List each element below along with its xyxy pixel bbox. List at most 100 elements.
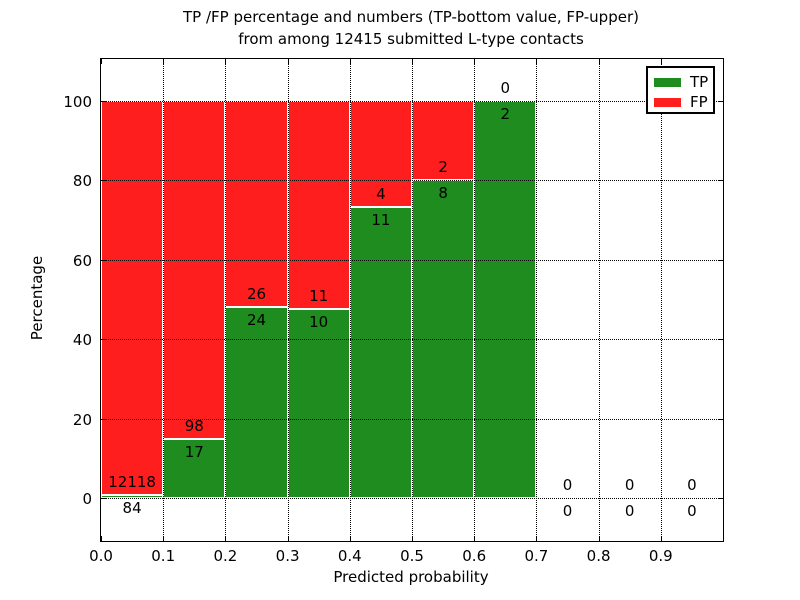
y-tick-left bbox=[101, 101, 106, 102]
y-tick-left bbox=[101, 339, 106, 341]
legend-swatch-fp bbox=[654, 97, 681, 107]
fp-count-label: 0 bbox=[687, 476, 697, 494]
x-tick-top bbox=[660, 59, 662, 64]
x-tick-top bbox=[349, 59, 351, 64]
gridline-vertical bbox=[163, 59, 165, 541]
x-tick-bottom bbox=[412, 536, 413, 541]
plot-area: 12118 84 98 17 26 24 11 10 4 11 2 8 0 2 0 0 0 0 0 0 0.0 0.1 0.… bbox=[63, 58, 724, 565]
fp-count-label: 0 bbox=[624, 476, 635, 494]
chart-title-line1: TP /FP percentage and numbers (TP-bottom… bbox=[183, 8, 639, 26]
y-tick-right bbox=[718, 180, 723, 182]
fp-count-label: 26 bbox=[246, 285, 267, 304]
gridline-vertical bbox=[412, 59, 413, 541]
tp-count-label: 84 bbox=[122, 499, 142, 518]
y-tick-right bbox=[718, 259, 723, 261]
legend-entry: FP bbox=[654, 92, 713, 112]
bar-tp-segment bbox=[101, 495, 164, 498]
bar-tp-segment bbox=[349, 206, 412, 498]
chart-title: TP /FP percentage and numbers (TP-bottom… bbox=[100, 6, 722, 50]
gridline-horizontal bbox=[101, 339, 723, 341]
y-tick-left bbox=[101, 259, 106, 261]
x-tick-top bbox=[163, 59, 165, 64]
bar-fp-segment bbox=[287, 101, 350, 309]
x-axis-label: Predicted probability bbox=[333, 568, 489, 586]
x-tick-bottom bbox=[287, 536, 289, 541]
bar-tp-segment bbox=[474, 101, 537, 498]
y-tick-left bbox=[101, 498, 106, 499]
chart-title-line2: from among 12415 submitted L-type contac… bbox=[238, 30, 584, 48]
bar-fp-segment bbox=[101, 101, 164, 496]
x-tick-bottom bbox=[101, 536, 102, 541]
x-tick-bottom bbox=[536, 536, 538, 541]
gridline-vertical bbox=[660, 59, 662, 541]
y-tick-left bbox=[101, 180, 106, 182]
bar-fp-segment bbox=[163, 101, 226, 440]
fp-count-label: 98 bbox=[184, 417, 204, 436]
x-tick-top bbox=[287, 59, 289, 64]
x-tick-label: 0.9 bbox=[648, 547, 673, 565]
x-tick-bottom bbox=[598, 536, 600, 541]
legend-swatch-tp bbox=[654, 77, 681, 87]
x-tick-label: 0.6 bbox=[462, 547, 487, 565]
x-tick-bottom bbox=[660, 536, 662, 541]
tp-count-label: 0 bbox=[687, 502, 697, 520]
y-tick-label: 20 bbox=[72, 410, 92, 429]
x-tick-label: 0.3 bbox=[275, 547, 300, 565]
x-tick-bottom bbox=[225, 536, 227, 541]
tp-count-label: 2 bbox=[500, 105, 511, 123]
gridline-vertical bbox=[349, 59, 351, 541]
gridline-horizontal bbox=[101, 180, 723, 182]
tp-count-label: 10 bbox=[309, 312, 329, 331]
gridline-vertical bbox=[536, 59, 538, 541]
y-tick-label: 40 bbox=[72, 331, 92, 350]
legend: TP FP bbox=[646, 66, 715, 114]
gridline-horizontal bbox=[101, 101, 723, 102]
x-tick-label: 0.4 bbox=[337, 547, 362, 565]
y-tick-label: 0 bbox=[82, 490, 92, 508]
gridline-vertical bbox=[474, 59, 476, 541]
fp-count-label: 0 bbox=[500, 79, 511, 97]
x-tick-top bbox=[474, 59, 476, 64]
x-tick-label: 0.5 bbox=[400, 547, 424, 565]
gridline-horizontal bbox=[101, 418, 723, 420]
gridline-vertical bbox=[598, 59, 600, 541]
x-tick-bottom bbox=[474, 536, 476, 541]
fp-count-label: 11 bbox=[309, 286, 329, 305]
gridline-horizontal bbox=[101, 498, 723, 499]
y-tick-right bbox=[718, 101, 723, 102]
y-tick-label: 60 bbox=[72, 251, 92, 270]
y-tick-right bbox=[718, 418, 723, 420]
fp-count-label: 12118 bbox=[108, 473, 156, 492]
tp-count-label: 0 bbox=[624, 502, 635, 520]
gridline-horizontal bbox=[101, 259, 723, 261]
legend-label: TP bbox=[690, 73, 709, 91]
x-tick-top bbox=[225, 59, 227, 64]
x-tick-label: 0.0 bbox=[89, 547, 113, 565]
bar-fp-segment bbox=[225, 101, 288, 308]
x-tick-bottom bbox=[163, 536, 165, 541]
fp-count-label: 2 bbox=[438, 158, 448, 177]
y-tick-label: 100 bbox=[63, 93, 92, 111]
gridline-vertical bbox=[287, 59, 289, 541]
y-axis-label: Percentage bbox=[28, 255, 46, 341]
x-tick-bottom bbox=[349, 536, 351, 541]
legend-label: FP bbox=[690, 93, 708, 111]
x-tick-top bbox=[598, 59, 600, 64]
x-tick-label: 0.7 bbox=[524, 547, 549, 565]
legend-entry: TP bbox=[654, 72, 713, 92]
fp-count-label: 4 bbox=[376, 184, 386, 203]
x-tick-top bbox=[101, 59, 102, 64]
x-tick-label: 0.2 bbox=[213, 547, 238, 565]
y-tick-right bbox=[718, 498, 723, 499]
fp-count-label: 0 bbox=[562, 476, 573, 494]
tp-count-label: 8 bbox=[438, 184, 448, 203]
x-tick-label: 0.8 bbox=[586, 547, 611, 565]
x-tick-label: 0.1 bbox=[151, 547, 176, 565]
tp-count-label: 0 bbox=[562, 502, 573, 520]
bar-tp-segment bbox=[287, 308, 350, 498]
y-tick-right bbox=[718, 339, 723, 341]
tp-count-label: 17 bbox=[184, 443, 204, 462]
bar-tp-segment bbox=[163, 439, 226, 498]
x-tick-top bbox=[412, 59, 413, 64]
